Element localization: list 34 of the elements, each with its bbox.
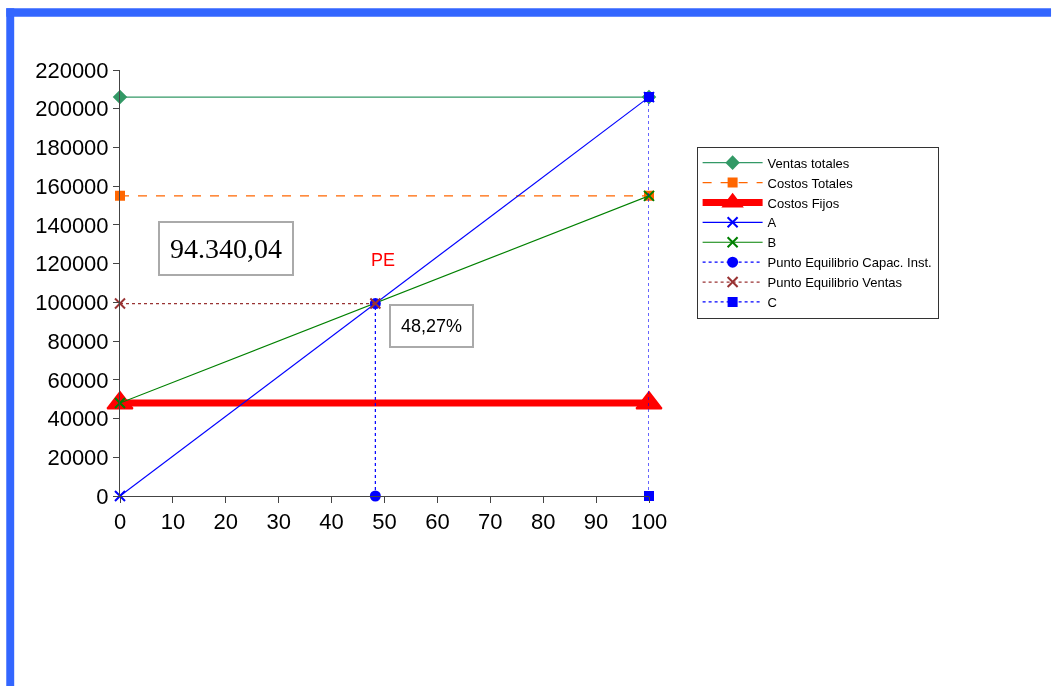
x-tick-label: 10: [160, 509, 186, 535]
x-tick-label: 30: [266, 509, 291, 535]
x-tick-label: 70: [478, 509, 503, 535]
x-tick-label: 50: [372, 509, 397, 535]
x-tick-label: 60: [425, 509, 450, 535]
legend-label: A: [767, 215, 777, 231]
y-tick-label: 20000: [47, 444, 109, 470]
y-tick-label: 220000: [35, 57, 109, 83]
x-tick-label: 90: [583, 509, 609, 535]
y-tick-label: 200000: [35, 96, 109, 122]
x-tick-label: 40: [319, 509, 344, 535]
legend-label: Punto Equilibrio Capac. Inst.: [767, 255, 932, 271]
y-tick-label: 0: [96, 483, 109, 509]
y-tick-label: 100000: [35, 290, 109, 316]
y-tick-label: 40000: [47, 406, 109, 432]
y-tick-label: 80000: [47, 328, 109, 354]
y-tick-label: 120000: [35, 251, 109, 277]
y-tick-label: 160000: [35, 173, 109, 199]
y-tick-label: 140000: [35, 212, 109, 238]
legend-label: Punto Equilibrio Ventas: [767, 275, 903, 291]
legend-label: Costos Totales: [767, 175, 854, 191]
legend-label: C: [767, 295, 777, 310]
x-tick-label: 0: [113, 509, 127, 535]
annotation: 48,27%: [401, 316, 463, 336]
x-tick-label: 80: [530, 509, 556, 535]
y-tick-label: 60000: [47, 367, 109, 393]
x-tick-label: 20: [213, 509, 239, 535]
legend-label: Costos Fijos: [767, 195, 840, 211]
legend-label: Ventas totales: [767, 155, 850, 171]
annotation: PE: [371, 250, 396, 270]
y-tick-label: 180000: [35, 135, 109, 161]
legend-label: B: [767, 235, 777, 251]
x-tick-label: 100: [630, 509, 668, 535]
annotation: 94.340,04: [170, 233, 282, 264]
